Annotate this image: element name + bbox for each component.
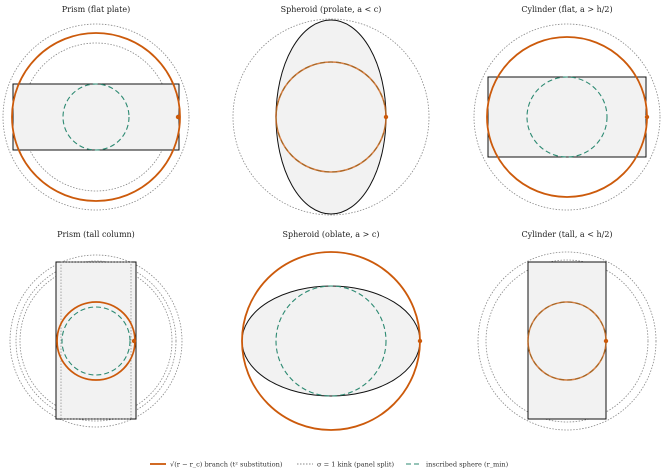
spheroid-cross-section [275, 19, 387, 215]
kink-circle [232, 18, 430, 216]
prism-cross-section [55, 261, 137, 420]
panel-title: Prism (tall column) [57, 230, 135, 239]
panel-title: Spheroid (oblate, a > c) [283, 230, 380, 239]
panel-spheroid-oblate: Spheroid (oblate, a > c) [241, 230, 423, 431]
panel-title: Cylinder (tall, a < h/2) [521, 230, 612, 239]
branch-point [131, 338, 137, 344]
branch-point [175, 114, 181, 120]
inscribed-sphere [275, 285, 387, 397]
cylinder-cross-section [487, 76, 647, 158]
branch-point [603, 338, 609, 344]
kink-circle [473, 23, 661, 211]
legend-kink-label: σ = 1 kink (panel split) [317, 461, 395, 469]
kink-circle [477, 251, 657, 431]
branch-point [383, 114, 389, 120]
panel-spheroid-prolate: Spheroid (prolate, a < c) [232, 5, 430, 216]
branch-point [417, 338, 423, 344]
legend-inscribed-label: inscribed sphere (r_min) [426, 461, 509, 469]
kink-circle [15, 260, 177, 422]
legend-branch-label: √(r − r_c) branch (t² substitution) [170, 461, 283, 469]
spheroid-cross-section [241, 285, 421, 397]
panel-cylinder-tall: Cylinder (tall, a < h/2) [477, 230, 657, 431]
panel-cylinder-flat: Cylinder (flat, a > h/2) [473, 5, 661, 211]
kink-outline [60, 261, 132, 420]
panel-title: Spheroid (prolate, a < c) [281, 5, 382, 14]
inscribed-sphere [526, 76, 608, 158]
panel-prism-tall-column: Prism (tall column) [9, 230, 183, 428]
panel-title: Cylinder (flat, a > h/2) [521, 5, 612, 14]
cylinder-cross-section [527, 261, 607, 420]
panel-title: Prism (flat plate) [62, 5, 131, 14]
panel-prism-flat-plate: Prism (flat plate) [2, 5, 190, 211]
prism-cross-section [12, 83, 180, 151]
legend: √(r − r_c) branch (t² substitution) σ = … [150, 461, 509, 469]
inscribed-sphere [62, 83, 130, 151]
branch-point [644, 114, 650, 120]
kink-circle [2, 23, 190, 211]
inscribed-sphere [61, 306, 131, 376]
kink-circle [485, 259, 649, 423]
kink-circle [9, 254, 183, 428]
